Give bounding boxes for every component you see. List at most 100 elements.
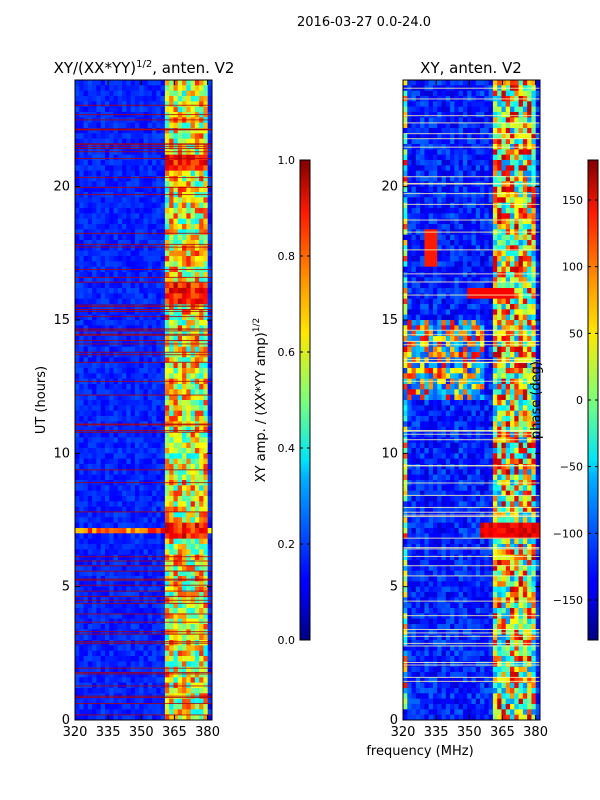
heatmap-cell [113,213,119,220]
heatmap-cell [104,448,110,454]
heatmap-cell [109,586,115,593]
heatmap-cell [147,666,153,673]
heatmap-cell [134,320,140,326]
heatmap-cell [177,656,183,662]
heatmap-cell [147,501,153,508]
heatmap-cell [182,389,187,396]
heatmap-cell [117,373,123,380]
heatmap-cell [484,213,490,220]
heatmap-cell [441,245,447,252]
heatmap-cell [79,624,85,630]
heatmap-cell [420,213,426,220]
heatmap-cell [160,293,166,300]
heatmap-cell [126,565,132,572]
heatmap-cell [130,282,136,289]
heatmap-cell [83,672,89,678]
heatmap-cell [194,704,200,710]
heatmap-cell [501,149,507,156]
heatmap-cell [79,357,85,364]
heatmap-stripe [75,333,212,335]
heatmap-cell [100,144,106,150]
heatmap-cell [113,122,119,129]
heatmap-cell [160,410,166,417]
heatmap-cell [190,624,196,630]
heatmap-cell [164,490,170,497]
heatmap-cell [173,677,179,684]
heatmap-cell [92,602,98,609]
heatmap-cell [407,133,413,140]
heatmap-cell [194,512,200,518]
heatmap-cell [156,240,162,246]
heatmap-cell [109,138,115,145]
heatmap-cell [122,202,127,209]
heatmap-cell [207,496,212,502]
heatmap-cell [152,229,157,236]
heatmap-cell [152,314,157,321]
heatmap-cell [527,101,533,108]
heatmap-cell [160,128,166,134]
heatmap-cell [117,549,123,556]
heatmap-cell [462,176,468,182]
heatmap-cell [96,160,102,166]
heatmap-cell [454,160,460,166]
heatmap-cell [527,245,533,252]
heatmap-cell [194,426,200,433]
heatmap-cell [79,629,85,636]
heatmap-cell [194,186,200,193]
heatmap-cell [518,128,524,134]
heatmap-cell [182,565,187,572]
heatmap-cell [79,554,85,561]
heatmap-cell [428,208,434,214]
heatmap-cell [96,394,102,401]
heatmap-cell [203,218,209,225]
heatmap-cell [462,224,468,230]
heatmap-cell [139,309,145,316]
heatmap-cell [207,272,212,278]
heatmap-cell [100,645,106,652]
heatmap-cell [79,522,85,529]
heatmap-cell [160,661,166,668]
heatmap-cell [458,80,464,86]
heatmap-cell [510,192,515,198]
heatmap-cell [79,240,85,246]
heatmap-cell [497,138,503,145]
heatmap-cell [134,677,140,684]
heatmap-cell [160,373,166,380]
heatmap-cell [458,106,464,113]
heatmap-cell [531,245,537,252]
heatmap-cell [156,336,162,342]
heatmap-cell [428,122,434,129]
heatmap-cell [152,464,157,470]
heatmap-cell [186,176,192,182]
heatmap-cell [458,128,464,134]
heatmap-cell [484,218,490,225]
heatmap-cell [113,234,119,241]
heatmap-cell [134,405,140,412]
heatmap-cell [75,714,80,720]
heatmap-cell [156,400,162,406]
heatmap-stripe [75,351,212,353]
heatmap-cell [169,656,175,662]
heatmap-cell [480,154,485,161]
heatmap-cell [100,389,106,396]
heatmap-cell [190,570,196,577]
heatmap-cell [199,362,205,369]
heatmap-cell [160,240,166,246]
heatmap-cell [518,240,524,246]
heatmap-cell [194,362,200,369]
heatmap-cell [190,122,196,129]
heatmap-cell [207,453,212,460]
heatmap-cell [182,458,187,465]
heatmap-cell [164,570,170,577]
heatmap-cell [411,197,417,204]
heatmap-cell [169,661,175,668]
heatmap-cell [83,496,89,502]
heatmap-cell [130,522,136,529]
heatmap-cell [92,496,98,502]
heatmap-cell [130,133,136,140]
heatmap-cell [450,192,455,198]
heatmap-cell [199,133,205,140]
heatmap-cell [139,170,145,177]
heatmap-cell [134,101,140,108]
heatmap-cell [164,384,170,390]
